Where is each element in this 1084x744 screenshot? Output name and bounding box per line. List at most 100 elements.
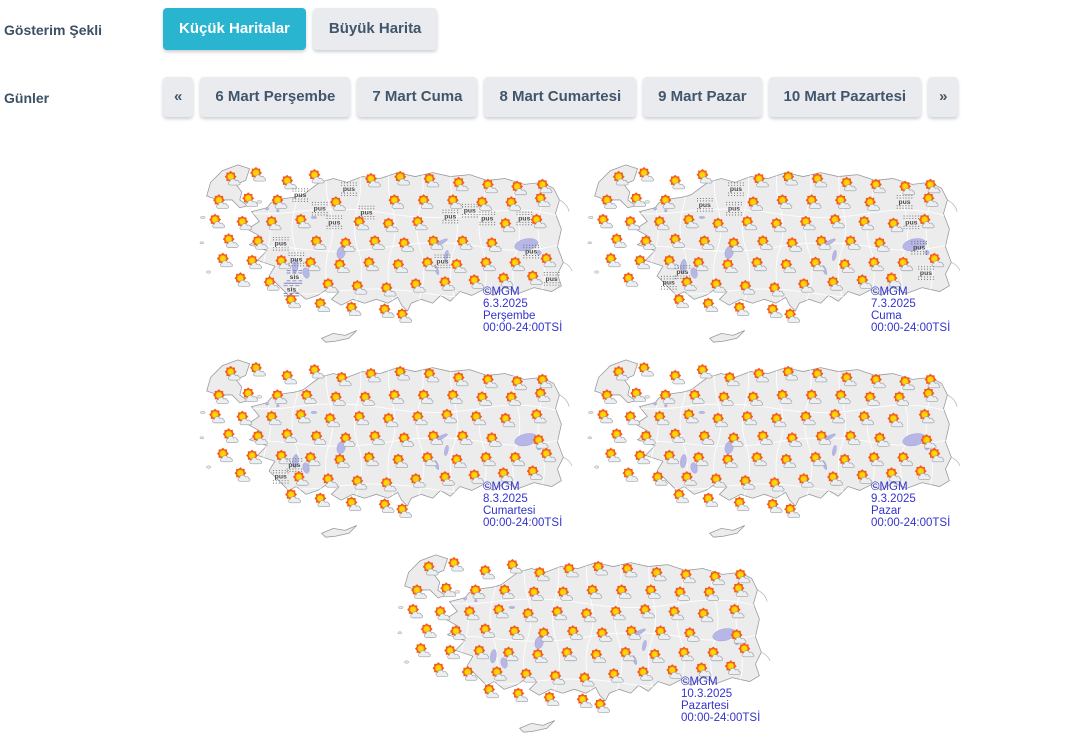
- partly-cloudy-icon: [249, 361, 266, 377]
- svg-text:pus: pus: [360, 210, 372, 217]
- partly-cloudy-icon: [378, 303, 395, 318]
- svg-text:pus: pus: [275, 241, 287, 248]
- display-mode-buttons: Küçük Haritalar Büyük Harita: [163, 8, 438, 50]
- svg-text:pus: pus: [730, 186, 742, 193]
- haze-pus-icon: pus: [341, 182, 358, 197]
- haze-pus-icon: pus: [434, 254, 452, 269]
- svg-text:pus: pus: [905, 219, 917, 226]
- map-caption: ©MGM 7.3.2025 Cuma 00:00-24:00TSİ: [871, 286, 950, 334]
- haze-pus-icon: pus: [272, 469, 290, 484]
- haze-pus-icon: pus: [286, 458, 304, 472]
- haze-pus-icon: pus: [674, 265, 692, 279]
- days-next-button[interactable]: »: [928, 77, 959, 117]
- forecast-map-4: ©MGM 10.3.2025 Pazartesi 00:00-24:00TSİ: [393, 547, 773, 742]
- partly-cloudy-icon: [596, 213, 613, 229]
- days-label: Günler: [4, 90, 50, 106]
- haze-pus-icon: pus: [272, 236, 290, 251]
- map-caption: ©MGM 10.3.2025 Pazartesi 00:00-24:00TSİ: [681, 676, 760, 724]
- partly-cloudy-icon: [668, 174, 686, 190]
- partly-cloudy-icon: [434, 605, 451, 621]
- partly-cloudy-icon: [208, 213, 225, 229]
- svg-text:pus: pus: [328, 219, 340, 226]
- display-mode-option-1[interactable]: Büyük Harita: [312, 8, 438, 50]
- day-button-0[interactable]: 6 Mart Perşembe: [200, 77, 351, 117]
- haze-pus-icon: pus: [292, 188, 309, 202]
- haze-pus-icon: pus: [442, 209, 460, 224]
- partly-cloudy-icon: [308, 168, 325, 184]
- partly-cloudy-icon: [624, 410, 641, 426]
- map-caption-credit: ©MGM: [681, 676, 718, 688]
- svg-text:pus: pus: [444, 213, 456, 220]
- haze-pus-icon: pus: [911, 240, 928, 255]
- haze-pus-icon: pus: [516, 211, 534, 226]
- partly-cloudy-icon: [604, 447, 621, 463]
- map-caption: ©MGM 8.3.2025 Cumartesi 00:00-24:00TSİ: [483, 481, 562, 529]
- partly-cloudy-icon: [208, 408, 225, 424]
- map-caption: ©MGM 9.3.2025 Pazar 00:00-24:00TSİ: [871, 481, 950, 529]
- partly-cloudy-icon: [482, 683, 499, 699]
- haze-pus-icon: pus: [697, 197, 714, 212]
- svg-text:pus: pus: [913, 245, 925, 252]
- map-caption-credit: ©MGM: [871, 481, 908, 493]
- svg-text:pus: pus: [481, 215, 493, 222]
- map-caption-day: Pazartesi: [681, 700, 729, 712]
- partly-cloudy-icon: [234, 272, 251, 287]
- partly-cloudy-icon: [249, 166, 266, 182]
- svg-text:pus: pus: [464, 208, 476, 215]
- day-button-2[interactable]: 8 Mart Cumartesi: [484, 77, 637, 117]
- partly-cloudy-icon: [236, 215, 253, 231]
- haze-pus-icon: pus: [728, 182, 745, 197]
- partly-cloudy-icon: [345, 496, 362, 511]
- days-prev-button[interactable]: «: [163, 77, 194, 117]
- svg-text:pus: pus: [525, 249, 537, 256]
- partly-cloudy-icon: [395, 308, 413, 323]
- partly-cloudy-icon: [766, 303, 783, 318]
- partly-cloudy-icon: [345, 301, 362, 316]
- partly-cloudy-icon: [672, 488, 689, 504]
- partly-cloudy-icon: [637, 361, 654, 377]
- haze-pus-icon: pus: [326, 215, 344, 230]
- partly-cloudy-icon: [610, 233, 627, 248]
- day-button-1[interactable]: 7 Mart Cuma: [357, 77, 478, 117]
- map-caption-day: Perşembe: [483, 310, 536, 322]
- fog-sis-icon: sis: [286, 270, 304, 284]
- partly-cloudy-icon: [308, 363, 325, 379]
- partly-cloudy-icon: [701, 492, 719, 508]
- display-mode-option-0[interactable]: Küçük Haritalar: [163, 8, 306, 50]
- svg-text:pus: pus: [518, 215, 530, 222]
- map-caption-hours: 00:00-24:00TSİ: [681, 712, 761, 724]
- partly-cloudy-icon: [633, 254, 650, 270]
- partly-cloudy-icon: [378, 498, 395, 513]
- partly-cloudy-icon: [222, 233, 239, 248]
- map-caption-date: 7.3.2025: [871, 298, 916, 310]
- haze-pus-icon: pus: [903, 215, 921, 230]
- svg-text:sis: sis: [290, 274, 300, 281]
- partly-cloudy-icon: [506, 558, 523, 574]
- svg-text:sis: sis: [287, 287, 297, 294]
- partly-cloudy-icon: [576, 693, 593, 708]
- partly-cloudy-icon: [216, 252, 233, 268]
- partly-cloudy-icon: [622, 272, 639, 287]
- map-caption-hours: 00:00-24:00TSİ: [871, 517, 951, 529]
- day-button-4[interactable]: 10 Mart Pazartesi: [768, 77, 922, 117]
- partly-cloudy-icon: [236, 410, 253, 426]
- partly-cloudy-icon: [432, 662, 449, 677]
- partly-cloudy-icon: [668, 369, 686, 385]
- partly-cloudy-icon: [624, 215, 641, 231]
- haze-pus-icon: pus: [479, 211, 497, 226]
- map-caption-hours: 00:00-24:00TSİ: [871, 322, 951, 334]
- svg-text:pus: pus: [920, 270, 932, 277]
- svg-text:pus: pus: [436, 258, 448, 265]
- svg-text:pus: pus: [288, 462, 300, 469]
- partly-cloudy-icon: [604, 252, 621, 268]
- haze-pus-icon: pus: [543, 272, 561, 286]
- map-caption-date: 9.3.2025: [871, 493, 916, 505]
- partly-cloudy-icon: [672, 293, 689, 309]
- day-button-3[interactable]: 9 Mart Pazar: [643, 77, 762, 117]
- svg-text:pus: pus: [343, 186, 355, 193]
- map-caption-credit: ©MGM: [483, 481, 520, 493]
